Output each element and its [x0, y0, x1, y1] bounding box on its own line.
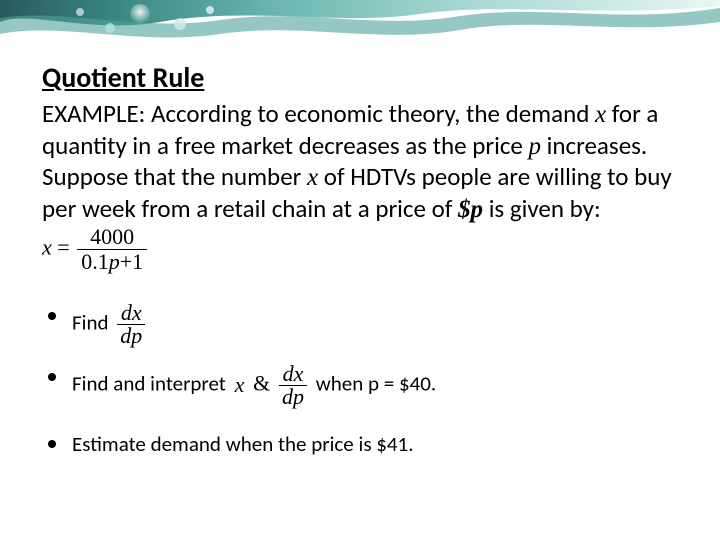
slide-title: Quotient Rule: [42, 60, 678, 95]
eq-lhs: x: [42, 235, 52, 260]
content-area: Quotient Rule EXAMPLE: According to econ…: [42, 60, 678, 476]
bullet-label: Estimate demand when the price is $41.: [72, 431, 414, 457]
bullet-1: Find dx dp: [42, 302, 678, 347]
bullet-3: Estimate demand when the price is $41.: [42, 430, 678, 459]
bullet-label: when p = $40.: [316, 371, 437, 397]
eq-num: 4000: [77, 225, 147, 250]
dxdp-fraction: dx dp: [117, 302, 145, 347]
var-x: x: [595, 101, 606, 128]
example-text: EXAMPLE: According to economic theory, t…: [42, 99, 678, 274]
bullet-label: Find: [72, 310, 109, 336]
dxdp-fraction: dx dp: [279, 363, 307, 408]
ampersand: &: [253, 371, 270, 396]
bullet-2: Find and interpret x & dx dp when p = $4…: [42, 363, 678, 408]
eq-eq: =: [52, 235, 75, 260]
bullet-list: Find dx dp Find and interpret x & dx dp: [42, 302, 678, 459]
var-p: p: [529, 133, 542, 160]
bullet-label: Find and interpret: [72, 371, 226, 397]
bullet-dot-icon: [48, 312, 56, 320]
demand-equation: x = 40000.1p+1: [42, 225, 149, 274]
dollar-p: $p: [458, 196, 483, 223]
bullet-dot-icon: [48, 440, 56, 448]
eq-fraction: 40000.1p+1: [77, 225, 147, 274]
var-x: x: [235, 370, 245, 401]
var-x: x: [307, 164, 318, 191]
text-seg: EXAMPLE: According to economic theory, t…: [42, 98, 595, 129]
text-seg: is given by:: [483, 193, 601, 224]
bullet-dot-icon: [48, 373, 56, 381]
water-banner: [0, 0, 720, 50]
slide: Quotient Rule EXAMPLE: According to econ…: [0, 0, 720, 540]
eq-den: 0.1p+1: [77, 250, 147, 274]
